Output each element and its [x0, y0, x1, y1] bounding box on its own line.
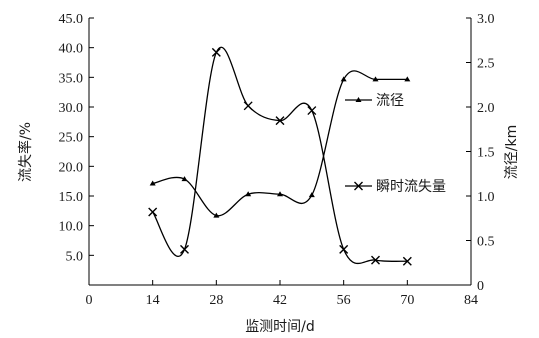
right-y-tick-label: 3.0	[477, 12, 495, 27]
left-y-tick-label: 40.0	[59, 42, 84, 57]
left-y-tick-label: 45.0	[59, 12, 84, 27]
right-y-tick-label: 1.0	[477, 190, 495, 205]
right-y-tick-label: 0.5	[477, 235, 495, 250]
legend-instant-loss-label: 瞬时流失量	[376, 179, 446, 195]
legend-item-path: 流径	[345, 93, 404, 109]
legend-instant-loss-marker	[354, 181, 363, 191]
left-y-tick-label: 30.0	[59, 101, 84, 116]
data-point-path	[149, 180, 156, 186]
data-point-instant-loss	[307, 106, 317, 116]
x-tick-label: 28	[209, 293, 223, 308]
left-y-tick-label: 20.0	[59, 160, 84, 175]
legend-path-marker	[355, 97, 362, 102]
left-y-axis-ticks: 5.0 10.0 15.0 20.0 25.0 30.0 35.0 40.0 45.0	[59, 12, 94, 264]
data-point-instant-loss	[402, 256, 412, 266]
x-tick-label: 70	[400, 293, 414, 308]
data-point-instant-loss	[275, 116, 285, 126]
left-y-tick-label: 5.0	[66, 249, 84, 264]
series-layer	[148, 46, 412, 266]
right-y-tick-label: 0	[477, 279, 484, 294]
legend: 流径 瞬时流失量	[345, 93, 446, 195]
legend-item-instant-loss: 瞬时流失量	[345, 179, 446, 195]
x-tick-label: 0	[86, 293, 93, 308]
right-y-tick-label: 2.5	[477, 57, 495, 72]
left-y-tick-label: 10.0	[59, 220, 84, 235]
legend-path-label: 流径	[376, 93, 404, 109]
series-line-instant-loss	[152, 46, 408, 264]
data-point-instant-loss	[243, 101, 253, 111]
data-point-instant-loss	[339, 244, 349, 254]
data-point-path	[340, 76, 347, 82]
data-point-instant-loss	[180, 244, 189, 254]
x-tick-label: 42	[273, 293, 287, 308]
data-point-instant-loss	[148, 207, 158, 217]
left-y-tick-label: 35.0	[59, 71, 84, 86]
data-point-path	[213, 212, 220, 218]
right-y-tick-label: 2.0	[477, 101, 495, 116]
x-tick-label: 14	[146, 293, 160, 308]
data-point-instant-loss	[371, 255, 380, 265]
right-y-tick-label: 1.5	[477, 146, 495, 161]
data-point-path	[277, 191, 283, 197]
series-line-path	[152, 70, 408, 217]
left-y-tick-label: 25.0	[59, 131, 84, 146]
data-point-path	[181, 176, 188, 182]
right-y-axis-ticks: 0 0.5 1.0 1.5 2.0 2.5 3.0	[466, 12, 495, 294]
data-point-path	[308, 192, 315, 198]
plot-frame	[88, 18, 472, 286]
x-axis-ticks: 0 14 28 42 56 70 84	[86, 280, 478, 308]
left-y-tick-label: 15.0	[59, 190, 84, 205]
data-point-path	[372, 76, 379, 82]
x-tick-label: 56	[337, 293, 351, 308]
data-point-path	[245, 191, 252, 197]
data-point-instant-loss	[211, 47, 221, 57]
data-point-path	[404, 76, 411, 82]
x-axis-title: 监测时间/d	[245, 319, 315, 335]
left-y-axis-title: 流失率/%	[17, 122, 34, 182]
right-y-axis-title: 流径/km	[504, 125, 520, 179]
x-tick-label: 84	[464, 293, 478, 308]
